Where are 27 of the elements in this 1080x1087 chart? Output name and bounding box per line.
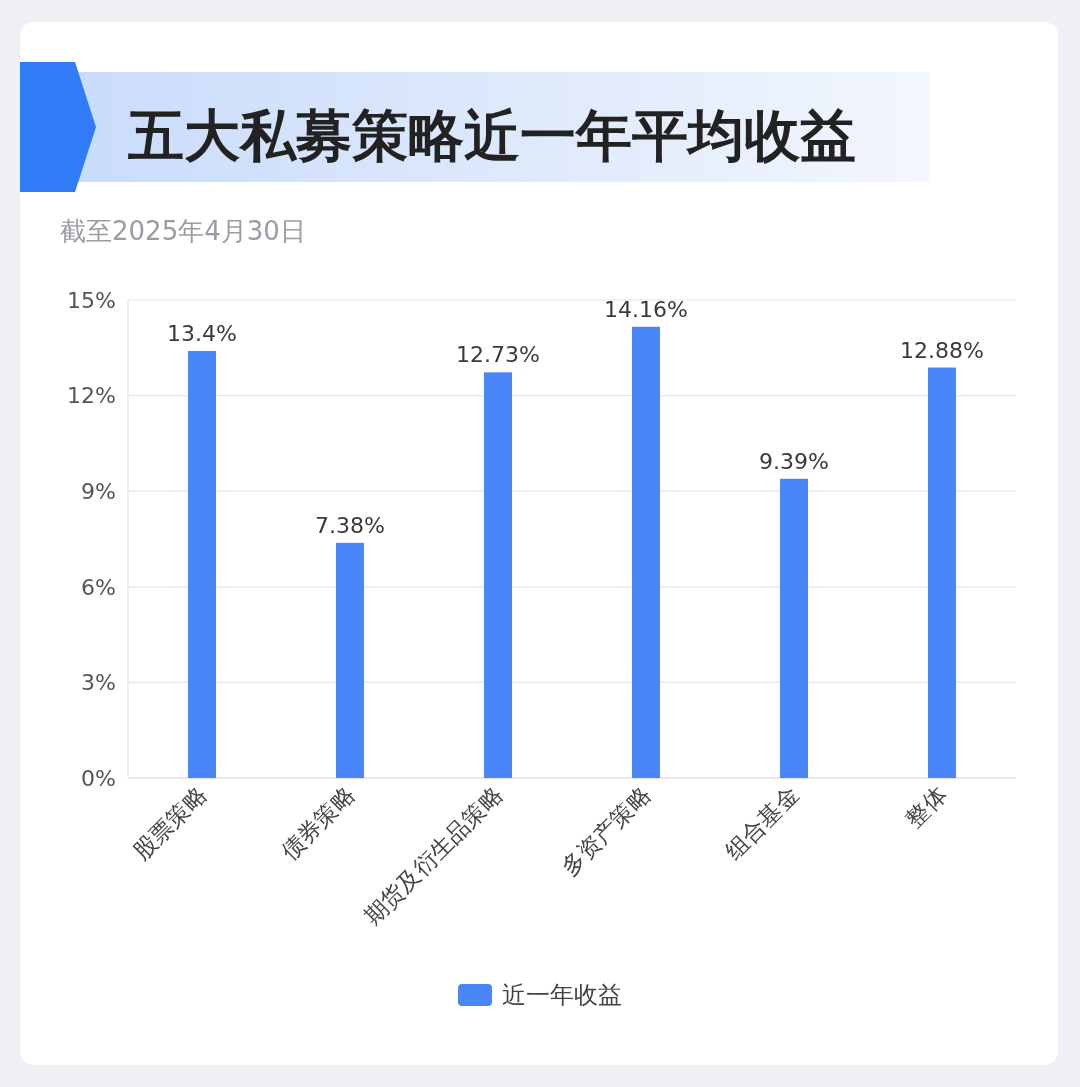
y-tick-label: 6% bbox=[81, 574, 116, 600]
data-label: 12.88% bbox=[900, 337, 984, 363]
y-tick-label: 9% bbox=[81, 478, 116, 504]
y-tick-label: 12% bbox=[67, 383, 116, 409]
y-tick-label: 0% bbox=[81, 765, 116, 791]
bar bbox=[336, 542, 364, 778]
bar bbox=[632, 326, 660, 778]
chart-title: 五大私募策略近一年平均收益 bbox=[127, 103, 856, 168]
x-tick-label: 期货及衍生品策略 bbox=[359, 781, 508, 930]
chart-subtitle: 截至2025年4月30日 bbox=[60, 216, 306, 246]
bar bbox=[928, 367, 956, 778]
data-label: 9.39% bbox=[759, 448, 829, 474]
data-label: 12.73% bbox=[456, 342, 540, 368]
bar bbox=[780, 478, 808, 778]
x-tick-label: 债券策略 bbox=[276, 781, 360, 865]
bar bbox=[484, 372, 512, 778]
x-tick-label: 股票策略 bbox=[128, 781, 212, 865]
data-label: 14.16% bbox=[604, 296, 688, 322]
x-tick-label: 整体 bbox=[900, 781, 952, 833]
data-label: 7.38% bbox=[315, 512, 385, 538]
bar bbox=[188, 350, 216, 778]
x-tick-label: 多资产策略 bbox=[555, 781, 656, 881]
x-tick-label: 组合基金 bbox=[720, 781, 804, 865]
legend-label: 近一年收益 bbox=[502, 981, 622, 1010]
y-tick-label: 3% bbox=[81, 670, 116, 696]
data-label: 13.4% bbox=[167, 320, 237, 346]
y-tick-label: 15% bbox=[67, 287, 116, 313]
